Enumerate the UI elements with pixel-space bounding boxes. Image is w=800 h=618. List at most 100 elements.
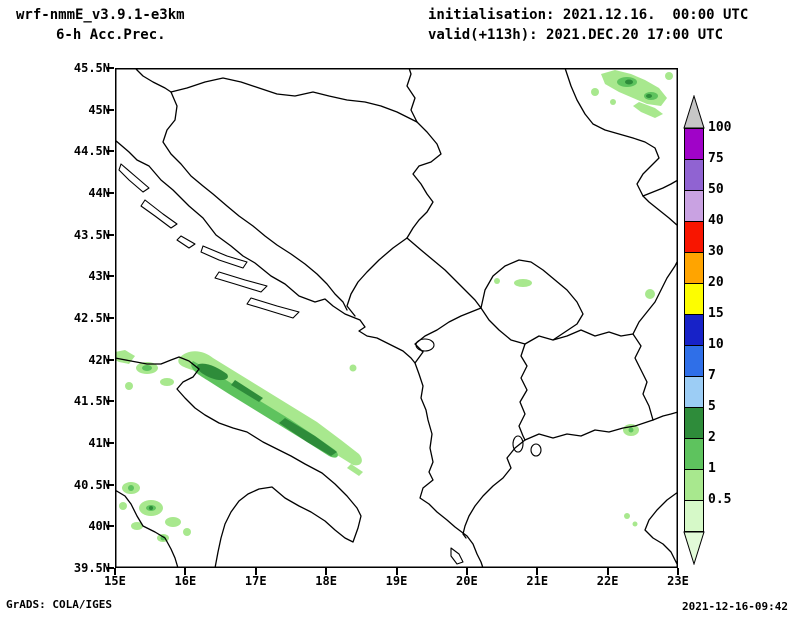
legend-color-swatch xyxy=(684,252,704,284)
legend-color-swatch xyxy=(684,283,704,315)
legend-underflow-arrow xyxy=(683,531,705,565)
lat-tick-label: 40N xyxy=(88,519,110,534)
lat-tick-label: 43.5N xyxy=(73,227,110,242)
legend-color-swatch xyxy=(684,159,704,191)
legend-color-swatch xyxy=(684,407,704,439)
lon-tick xyxy=(325,568,328,575)
coastline-italy-adriatic xyxy=(115,356,362,568)
legend-value-label: 30 xyxy=(708,244,724,259)
lon-tick-label: 23E xyxy=(667,574,689,588)
lon-tick-label: 20E xyxy=(456,574,478,588)
lat-tick-label: 44.5N xyxy=(73,144,110,159)
lon-tick xyxy=(184,568,187,575)
border-albania-macedonia xyxy=(518,343,528,441)
map-canvas xyxy=(115,68,678,568)
legend-color-swatch xyxy=(684,221,704,253)
lat-tick-label: 40.5N xyxy=(73,477,110,492)
lat-tick xyxy=(107,358,114,361)
precip-contour-light xyxy=(115,70,673,542)
lat-tick-label: 42N xyxy=(88,352,110,367)
lon-tick-label: 21E xyxy=(526,574,549,588)
legend-color-swatch xyxy=(684,438,704,470)
lat-tick xyxy=(107,67,114,69)
lon-tick xyxy=(677,568,679,575)
lat-tick xyxy=(107,442,114,444)
border-greece-bulgaria xyxy=(652,411,678,421)
legend-overflow-arrow xyxy=(683,95,705,129)
lon-tick xyxy=(606,568,609,575)
lat-tick xyxy=(107,525,114,528)
border-serbia-macedonia xyxy=(552,329,634,341)
border-montenegro-serbia xyxy=(406,237,482,309)
lat-tick xyxy=(107,233,114,236)
border-serbia-romania xyxy=(564,68,660,197)
island-hvar xyxy=(214,271,268,293)
legend-value-label: 0.5 xyxy=(708,492,732,507)
precip-contour-medium xyxy=(128,77,658,541)
coastline-border-layer xyxy=(115,68,678,568)
up-arrow-icon xyxy=(683,95,705,129)
border-bosnia-montenegro xyxy=(346,237,408,317)
lat-tick xyxy=(107,108,114,111)
legend-value-label: 20 xyxy=(708,275,724,290)
coastline-greece-aegean xyxy=(644,491,678,567)
legend-color-swatch xyxy=(684,314,704,346)
legend-color-swatch xyxy=(684,376,704,408)
border-albania-greece xyxy=(462,439,526,539)
lat-tick-label: 41N xyxy=(88,436,110,450)
legend-value-label: 75 xyxy=(708,151,724,166)
border-croatia-serbia xyxy=(406,68,418,123)
legend-value-label: 2 xyxy=(708,430,716,445)
lat-tick xyxy=(107,150,114,153)
lat-tick-label: 42.5N xyxy=(73,311,110,325)
precipitation-layer xyxy=(115,70,673,542)
coastline-italy-tyrrhenian xyxy=(115,489,179,568)
product-name: 6-h Acc.Prec. xyxy=(56,27,166,43)
island-pag xyxy=(118,163,150,193)
border-croatia-bosnia-west xyxy=(162,91,348,311)
lon-tick xyxy=(536,568,539,575)
border-kosovo xyxy=(480,259,584,345)
lon-tick-label: 15E xyxy=(104,574,126,588)
legend-value-label: 50 xyxy=(708,182,724,197)
legend-value-label: 1 xyxy=(708,461,716,476)
lon-tick xyxy=(254,568,257,575)
lat-tick xyxy=(107,192,114,194)
border-romania-bulgaria xyxy=(642,179,678,197)
island-kornati xyxy=(140,199,178,229)
islands-lakes-layer xyxy=(118,163,542,565)
lon-tick xyxy=(395,568,398,575)
lat-tick xyxy=(107,275,114,278)
legend-color-swatch xyxy=(684,190,704,222)
lat-tick-label: 45N xyxy=(88,102,110,117)
legend-color-swatch xyxy=(684,128,704,160)
lon-tick-label: 18E xyxy=(315,574,337,588)
lat-tick-label: 39.5N xyxy=(73,561,110,575)
border-macedonia-greece xyxy=(524,419,654,441)
legend-value-label: 15 xyxy=(708,306,724,321)
island-brac xyxy=(200,245,248,269)
legend-color-swatch xyxy=(684,469,704,501)
map-frame xyxy=(115,68,678,568)
border-serbia-bulgaria-south xyxy=(632,259,678,335)
precip-contour-dark xyxy=(149,79,652,510)
lat-tick xyxy=(107,317,114,319)
lon-tick xyxy=(465,568,468,575)
legend-value-label: 40 xyxy=(708,213,724,228)
border-bosnia-serbia xyxy=(406,121,442,239)
lon-tick-label: 22E xyxy=(596,574,619,588)
legend-value-label: 5 xyxy=(708,399,716,414)
legend-color-swatch xyxy=(684,500,704,532)
legend-value-label: 10 xyxy=(708,337,724,352)
lon-tick xyxy=(114,568,116,575)
model-name: wrf-nmmE_v3.9.1-e3km xyxy=(16,7,185,23)
border-montenegro-albania xyxy=(414,307,482,364)
coastline-east-adriatic xyxy=(115,139,484,568)
lat-tick-label: 45.5N xyxy=(73,61,110,75)
lat-tick-label: 43N xyxy=(88,269,110,284)
valid-time-label: valid(+113h): 2021.DEC.20 17:00 UTC xyxy=(428,27,724,43)
lat-tick-label: 44N xyxy=(88,186,110,200)
grads-credit: GrADS: COLA/IGES xyxy=(6,598,112,611)
lake-prespa xyxy=(530,443,542,457)
